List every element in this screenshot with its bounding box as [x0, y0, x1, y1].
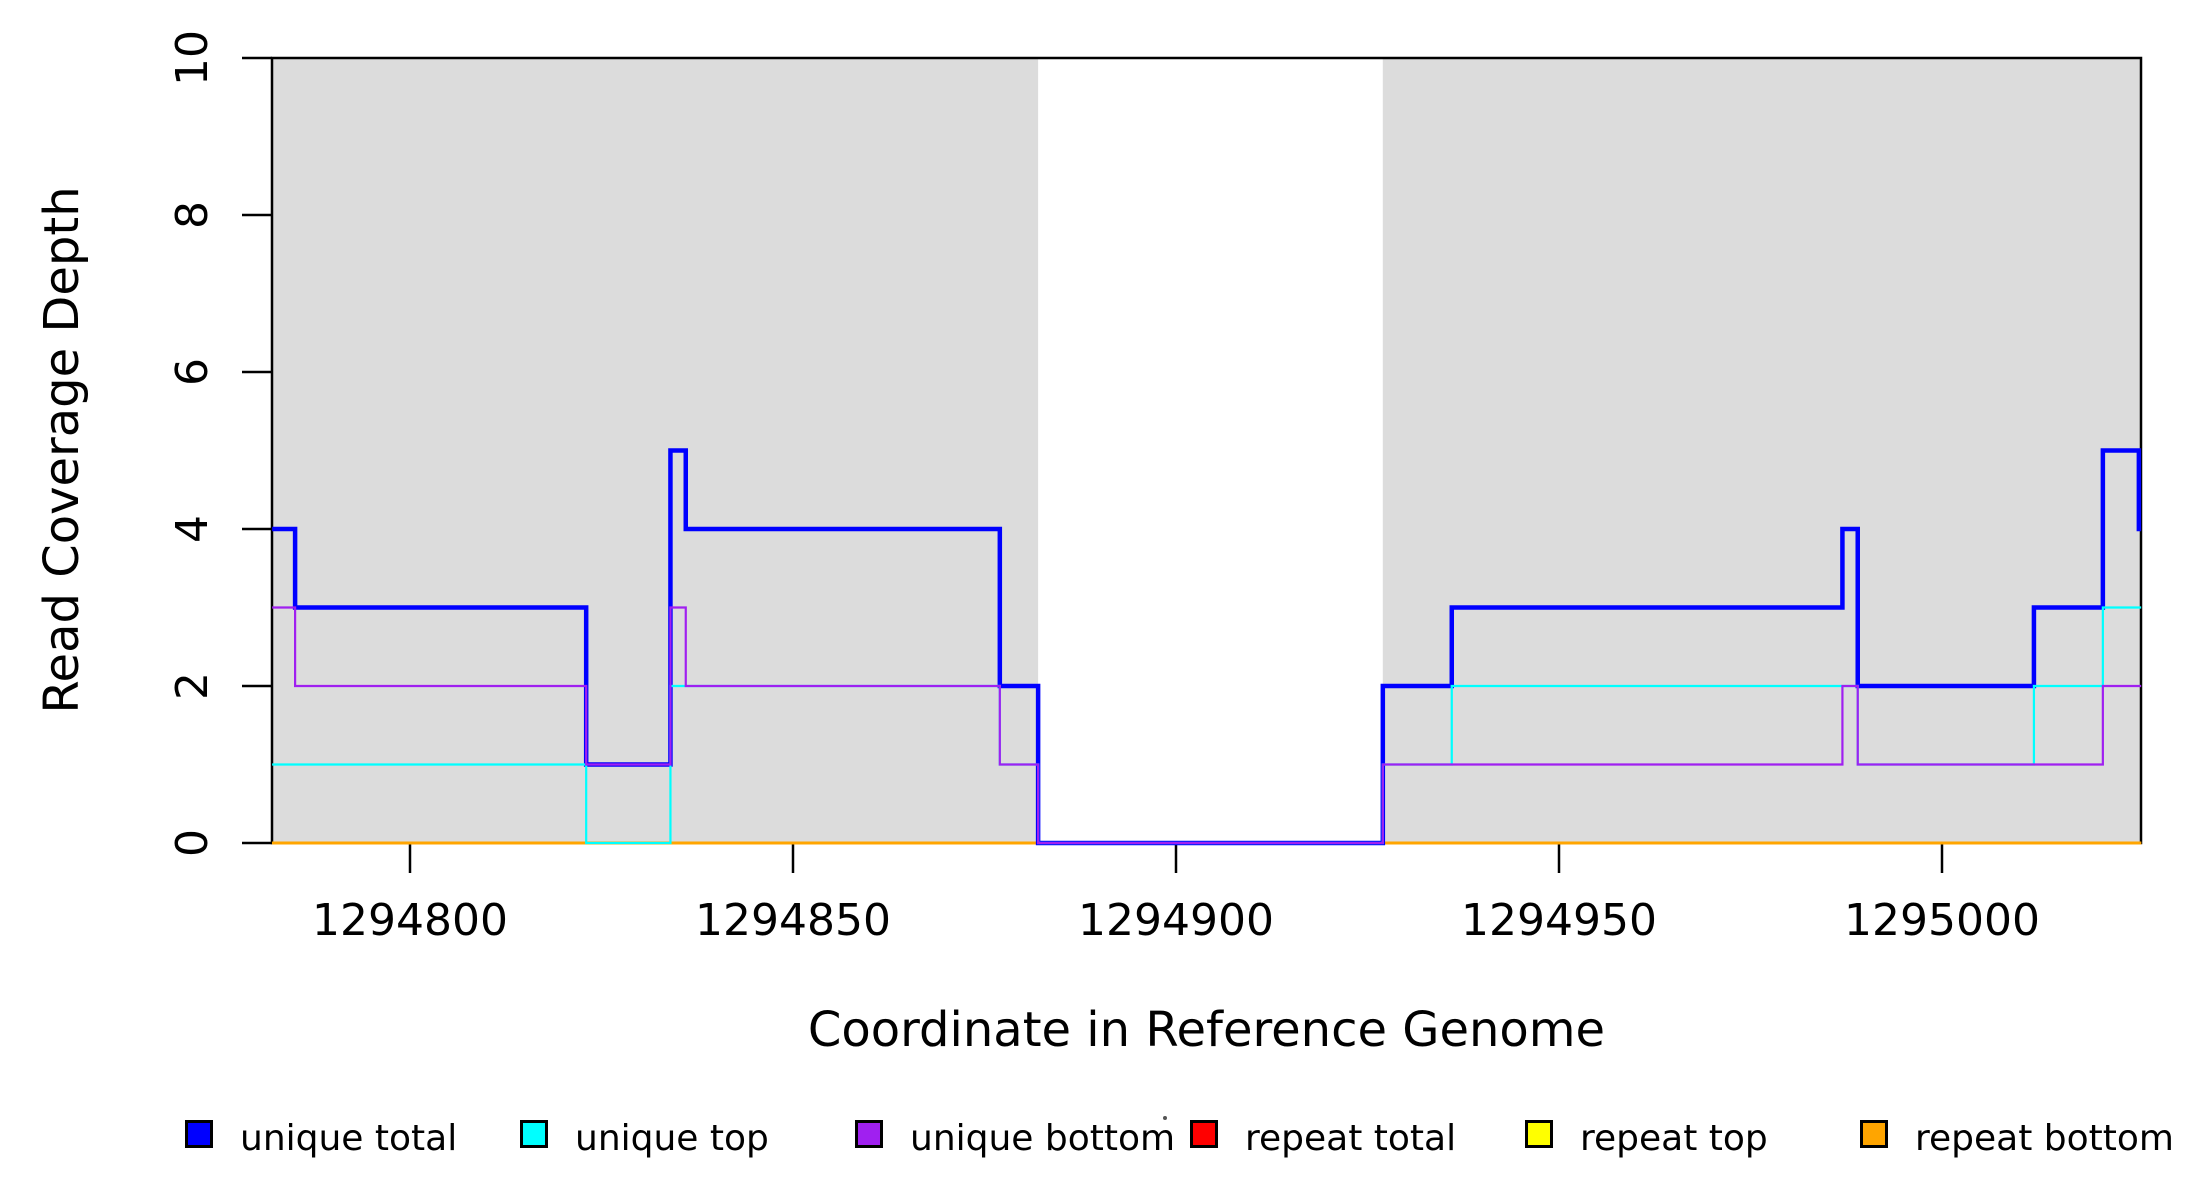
- y-axis-tick-label: 6: [167, 358, 218, 386]
- x-axis-tick-label: 1294850: [695, 895, 891, 946]
- shaded-annotation-region: [1382, 58, 2142, 843]
- y-axis-tick-label: 4: [167, 515, 218, 543]
- x-axis-title: Coordinate in Reference Genome: [807, 1002, 1606, 1058]
- y-axis-tick-label: 10: [167, 30, 218, 86]
- x-axis-tick-label: 1294800: [312, 895, 508, 946]
- shaded-annotation-region: [272, 58, 1039, 843]
- y-axis-title: Read Coverage Depth: [34, 186, 90, 714]
- x-axis-tick-label: 1294950: [1461, 895, 1657, 946]
- y-axis-tick-label: 0: [167, 829, 218, 857]
- y-axis-tick-label: 8: [167, 201, 218, 229]
- x-axis-tick-label: 1295000: [1844, 895, 2040, 946]
- x-axis-tick-label: 1294900: [1078, 895, 1274, 946]
- series-line-unique-bottom: [272, 606, 2142, 845]
- artifact-dot: [1163, 1116, 1167, 1120]
- y-axis-tick-label: 2: [167, 672, 218, 700]
